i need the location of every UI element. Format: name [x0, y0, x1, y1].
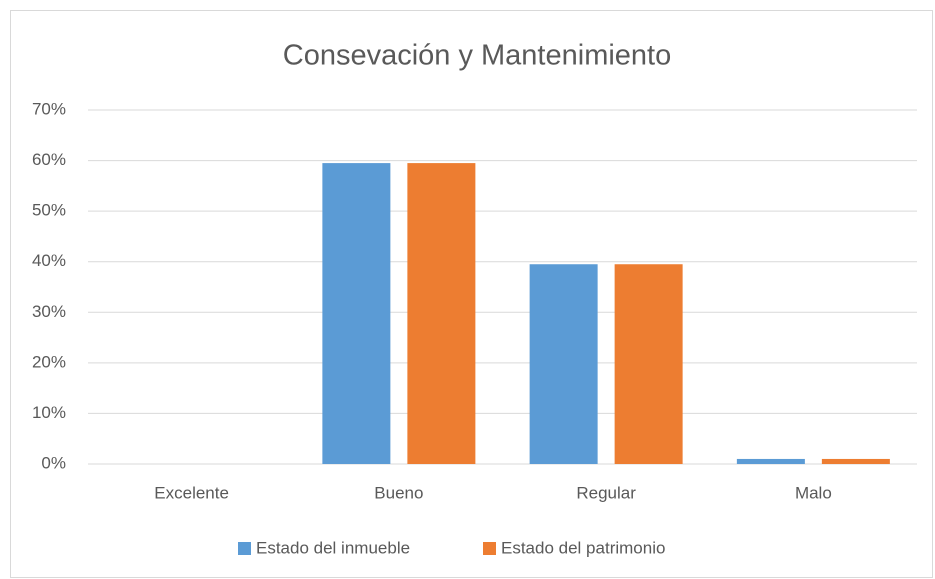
bar [614, 264, 683, 464]
y-tick-label: 10% [32, 403, 66, 422]
y-tick-label: 20% [32, 352, 66, 371]
y-tick-label: 50% [32, 201, 66, 220]
legend-label: Estado del patrimonio [501, 538, 665, 557]
legend-swatch [238, 542, 251, 555]
x-tick-label: Bueno [374, 483, 423, 502]
y-tick-label: 70% [32, 99, 66, 118]
x-tick-label: Regular [576, 483, 636, 502]
x-tick-label: Malo [795, 483, 832, 502]
y-tick-label: 40% [32, 251, 66, 270]
y-tick-label: 0% [41, 453, 66, 472]
bar [322, 163, 391, 464]
legend-swatch [483, 542, 496, 555]
bar [407, 163, 476, 464]
y-tick-label: 30% [32, 302, 66, 321]
x-tick-label: Excelente [154, 483, 229, 502]
bar [821, 458, 890, 464]
bar [529, 264, 598, 464]
chart-title: Consevación y Mantenimiento [283, 40, 671, 72]
bar [736, 458, 805, 464]
legend-label: Estado del inmueble [256, 538, 410, 557]
y-tick-label: 60% [32, 150, 66, 169]
